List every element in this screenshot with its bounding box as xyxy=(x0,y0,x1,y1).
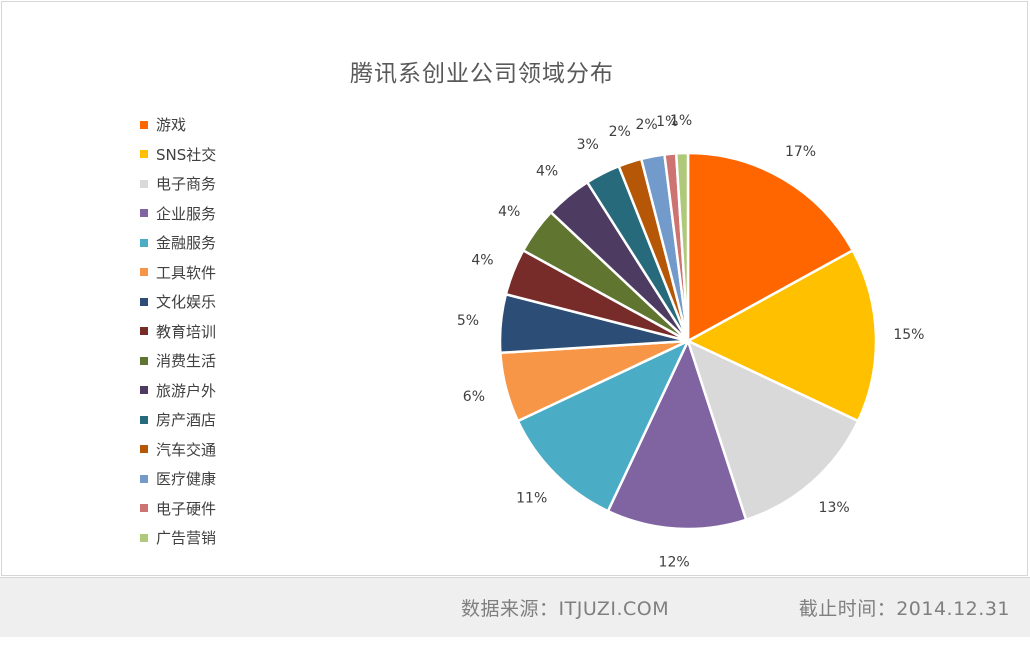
pie-slice xyxy=(674,151,690,343)
legend-swatch xyxy=(140,415,148,424)
cutoff-date-text: 截止时间：2014.12.31 xyxy=(798,598,1010,620)
legend-swatch xyxy=(140,445,148,454)
chart-legend: 游戏 SNS社交电子商务企业服务金融服务工具软件文化娱乐教育培训消费生活旅游户外房… xyxy=(140,110,216,553)
slice-percent-label: 2% xyxy=(635,117,657,133)
legend-label: 文化娱乐 xyxy=(156,293,217,312)
legend-swatch xyxy=(140,327,148,336)
pie-slice xyxy=(516,339,690,513)
legend-item: 游戏 xyxy=(140,110,216,140)
chart-title: 腾讯系创业公司领域分布 xyxy=(350,61,614,87)
legend-item: 汽车交通 xyxy=(140,435,216,465)
slice-percent-label: 4% xyxy=(536,164,558,180)
legend-swatch xyxy=(140,238,148,247)
slice-percent-label: 6% xyxy=(463,389,485,405)
slice-percent-label: 2% xyxy=(609,124,631,140)
legend-swatch xyxy=(140,209,148,218)
legend-label: 游戏 xyxy=(156,116,187,135)
legend-swatch xyxy=(140,504,148,513)
legend-swatch xyxy=(140,268,148,277)
data-source-text: 数据来源：ITJUZI.COM xyxy=(461,598,670,620)
slice-percent-label: 11% xyxy=(516,490,547,506)
slice-percent-label: 5% xyxy=(457,313,479,329)
slice-percent-label: 4% xyxy=(498,204,520,220)
legend-label: 工具软件 xyxy=(156,263,217,282)
legend-label: 金融服务 xyxy=(156,234,217,253)
legend-item: SNS社交 xyxy=(140,140,216,170)
slice-percent-label: 13% xyxy=(819,500,850,516)
footer-bar: 数据来源：ITJUZI.COM 截止时间：2014.12.31 xyxy=(0,577,1030,637)
slice-percent-label: 1% xyxy=(656,114,678,130)
legend-label: 企业服务 xyxy=(156,204,217,223)
pie-slice xyxy=(686,339,860,522)
legend-swatch xyxy=(140,120,148,129)
legend-label: 广告营销 xyxy=(156,529,217,548)
legend-swatch xyxy=(140,356,148,365)
pie-chart: 17%15%13%12%11%6%5%4%4%4%3%2% 2%1%1% xyxy=(457,113,925,571)
legend-label: 房产酒店 xyxy=(156,411,217,430)
legend-swatch xyxy=(140,150,148,159)
legend-label: 汽车交通 xyxy=(156,440,217,459)
legend-item: 文化娱乐 xyxy=(140,287,216,317)
slice-percent-label: 1% xyxy=(670,113,692,129)
legend-label: SNS社交 xyxy=(156,145,217,164)
legend-swatch xyxy=(140,386,148,395)
legend-swatch xyxy=(140,474,148,483)
legend-label: 教育培训 xyxy=(156,322,217,341)
pie-slice xyxy=(686,151,854,343)
legend-item: 教育培训 xyxy=(140,317,216,347)
slice-percent-label: 17% xyxy=(785,144,816,160)
slice-percent-label: 15% xyxy=(893,327,924,343)
slice-percent-label: 12% xyxy=(659,555,690,571)
legend-label: 电子商务 xyxy=(156,175,217,194)
legend-swatch xyxy=(140,297,148,306)
pie-slice xyxy=(686,249,878,423)
legend-label: 医疗健康 xyxy=(156,470,217,489)
pie-slice xyxy=(606,339,748,531)
legend-item: 电子硬件 xyxy=(140,494,216,524)
slice-percent-label: 3% xyxy=(577,137,599,153)
legend-label: 旅游户外 xyxy=(156,381,217,400)
slice-percent-label: 4% xyxy=(471,253,493,269)
legend-label: 电子硬件 xyxy=(156,499,217,518)
legend-item: 房产酒店 xyxy=(140,405,216,435)
legend-item: 企业服务 xyxy=(140,199,216,229)
legend-swatch xyxy=(140,533,148,542)
legend-label: 消费生活 xyxy=(156,352,217,371)
legend-item: 工具软件 xyxy=(140,258,216,288)
legend-item: 消费生活 xyxy=(140,346,216,376)
legend-item: 广告营销 xyxy=(140,523,216,553)
legend-item: 金融服务 xyxy=(140,228,216,258)
legend-item: 医疗健康 xyxy=(140,464,216,494)
legend-swatch xyxy=(140,179,148,188)
legend-item: 电子商务 xyxy=(140,169,216,199)
legend-item: 旅游户外 xyxy=(140,376,216,406)
